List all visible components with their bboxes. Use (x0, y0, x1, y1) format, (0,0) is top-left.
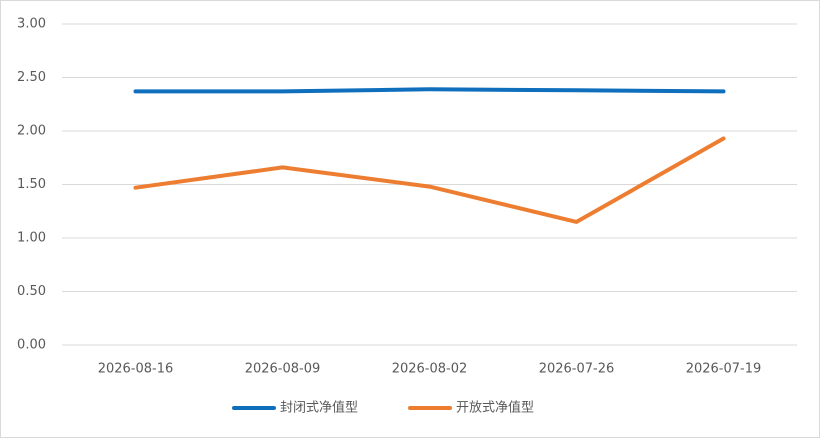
x-tick-label: 2026-08-02 (392, 362, 468, 377)
series-line (133, 136, 726, 224)
x-tick-label: 2026-07-26 (539, 362, 615, 377)
x-tick-label: 2026-08-09 (245, 362, 321, 377)
y-tick-label: 2.00 (17, 124, 46, 139)
legend-label: 开放式净值型 (456, 400, 534, 416)
y-tick-label: 1.50 (17, 177, 46, 192)
series-line (133, 87, 726, 94)
x-tick-label: 2026-07-19 (686, 362, 762, 377)
legend-label: 封闭式净值型 (280, 400, 358, 416)
y-tick-label: 3.00 (17, 17, 46, 32)
y-tick-label: 0.50 (17, 284, 46, 299)
y-tick-label: 1.00 (17, 231, 46, 246)
y-tick-label: 2.50 (17, 70, 46, 85)
x-tick-label: 2026-08-16 (98, 362, 174, 377)
y-tick-label: 0.00 (17, 338, 46, 353)
